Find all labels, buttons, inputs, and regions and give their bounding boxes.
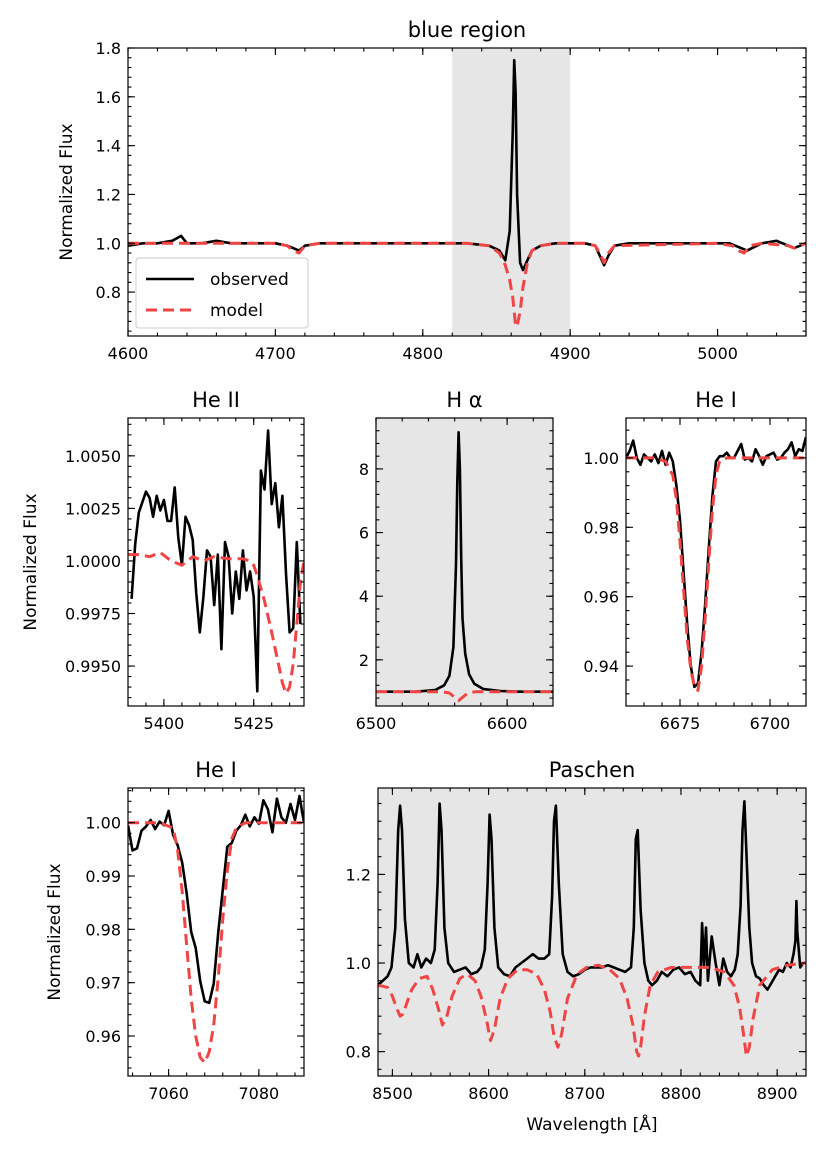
x-tick-label: 6600 xyxy=(487,714,528,733)
y-tick-label: 1.8 xyxy=(96,39,121,58)
ticks xyxy=(127,47,807,336)
panel-blue: 4600 4700 4800 4900 5000 0.8 1.0 1.2 1.4 1.6 1.8 bl… xyxy=(57,18,807,363)
axes-frame xyxy=(375,417,554,707)
axes-frame xyxy=(127,47,807,337)
panel-title: He I xyxy=(195,758,237,782)
axes-frame xyxy=(377,787,807,1077)
x-tick-label: 6675 xyxy=(660,714,701,733)
ticks xyxy=(127,418,304,706)
y-tick-label: 1.0050 xyxy=(65,447,121,466)
x-tick-label: 7080 xyxy=(239,1084,280,1103)
panel-title: He I xyxy=(695,388,737,412)
y-tick-label: 0.99 xyxy=(85,867,121,886)
y-axis-label: Normalized Flux xyxy=(45,863,65,1000)
plot-area xyxy=(626,436,806,692)
y-tick-label: 0.9975 xyxy=(65,605,121,624)
y-tick-label: 2 xyxy=(359,651,369,670)
x-tick-label: 6700 xyxy=(750,714,791,733)
series-model xyxy=(626,456,806,692)
y-tick-label: 1.2 xyxy=(346,865,371,884)
y-tick-label: 1.2 xyxy=(96,185,121,204)
y-tick-label: 0.98 xyxy=(583,518,619,537)
series-model xyxy=(376,690,553,703)
panel-paschen: 8500 8600 8700 8800 8900 0.8 1.0 1.2 Paschen Wave… xyxy=(346,758,807,1135)
panel-heii: 5400 5425 0.9950 0.9975 1.0000 1.0025 1.0050 He… xyxy=(21,388,305,733)
y-tick-label: 4 xyxy=(359,587,369,606)
y-tick-label: 0.96 xyxy=(583,588,619,607)
shaded-region xyxy=(378,788,806,1076)
series-observed xyxy=(626,436,806,689)
plot-area xyxy=(128,58,806,328)
plot-area xyxy=(128,794,304,1065)
y-tick-label: 0.8 xyxy=(346,1043,371,1062)
ticks xyxy=(375,417,553,706)
x-tick-label: 5000 xyxy=(697,344,738,363)
x-tick-label: 8600 xyxy=(468,1084,509,1103)
series-model xyxy=(128,241,806,328)
x-tick-label: 4700 xyxy=(255,344,296,363)
legend: observed model xyxy=(135,257,309,329)
y-tick-label: 0.97 xyxy=(85,974,121,993)
y-tick-label: 1.00 xyxy=(85,814,121,833)
axes-frame xyxy=(127,787,305,1077)
x-axis-label: Wavelength [Å] xyxy=(526,1113,657,1135)
y-axis-label: Normalized Flux xyxy=(21,493,41,630)
x-tick-label: 4600 xyxy=(108,344,149,363)
series-observed xyxy=(378,799,806,991)
y-tick-label: 1.0 xyxy=(96,234,121,253)
panel-title: blue region xyxy=(408,18,526,42)
y-tick-label: 0.9950 xyxy=(65,657,121,676)
ticks xyxy=(128,788,304,1076)
panel-title: H α xyxy=(446,388,482,412)
plot-area xyxy=(128,429,304,695)
x-tick-label: 7060 xyxy=(148,1084,189,1103)
x-tick-label: 4900 xyxy=(550,344,591,363)
shaded-region xyxy=(376,418,553,706)
legend-box xyxy=(135,257,309,329)
y-tick-label: 0.94 xyxy=(583,657,619,676)
x-tick-label: 8500 xyxy=(372,1084,413,1103)
y-tick-label: 1.4 xyxy=(96,137,121,156)
x-tick-label: 5400 xyxy=(144,714,185,733)
series-model xyxy=(128,821,304,1065)
series-observed xyxy=(130,429,302,693)
panel-halpha: 6500 6600 2 4 6 8 H α xyxy=(356,388,554,733)
y-tick-label: 0.98 xyxy=(85,920,121,939)
x-tick-label: 6500 xyxy=(356,714,397,733)
panel-hei6678: 6675 6700 0.94 0.96 0.98 1.00 He I xyxy=(583,388,807,733)
y-axis-label: Normalized Flux xyxy=(57,123,77,260)
y-tick-label: 6 xyxy=(359,524,369,543)
y-tick-label: 0.8 xyxy=(96,283,121,302)
series-observed xyxy=(128,794,304,1005)
plot-area xyxy=(378,799,806,1058)
series-observed xyxy=(376,430,553,694)
plot-area xyxy=(376,430,553,703)
y-tick-label: 0.96 xyxy=(85,1027,121,1046)
y-tick-label: 1.00 xyxy=(583,449,619,468)
x-tick-label: 5425 xyxy=(233,714,274,733)
x-tick-label: 8800 xyxy=(661,1084,702,1103)
y-tick-label: 1.0025 xyxy=(65,499,121,518)
panel-title: Paschen xyxy=(549,758,636,782)
y-tick-label: 1.6 xyxy=(96,88,121,107)
ticks xyxy=(378,788,806,1076)
axes-frame xyxy=(127,417,305,707)
ticks xyxy=(625,418,807,706)
y-tick-label: 1.0000 xyxy=(65,552,121,571)
y-tick-label: 8 xyxy=(359,460,369,479)
x-tick-label: 8900 xyxy=(757,1084,798,1103)
legend-label-model: model xyxy=(210,301,263,321)
y-tick-label: 1.0 xyxy=(346,954,371,973)
panel-title: He II xyxy=(192,388,240,412)
x-tick-label: 8700 xyxy=(564,1084,605,1103)
panel-hei7065: 7060 7080 0.96 0.97 0.98 0.99 1.00 He I Normaliz… xyxy=(45,758,305,1103)
series-model xyxy=(128,551,304,695)
legend-label-observed: observed xyxy=(210,270,289,290)
series-model xyxy=(378,961,806,1058)
x-tick-label: 4800 xyxy=(402,344,443,363)
